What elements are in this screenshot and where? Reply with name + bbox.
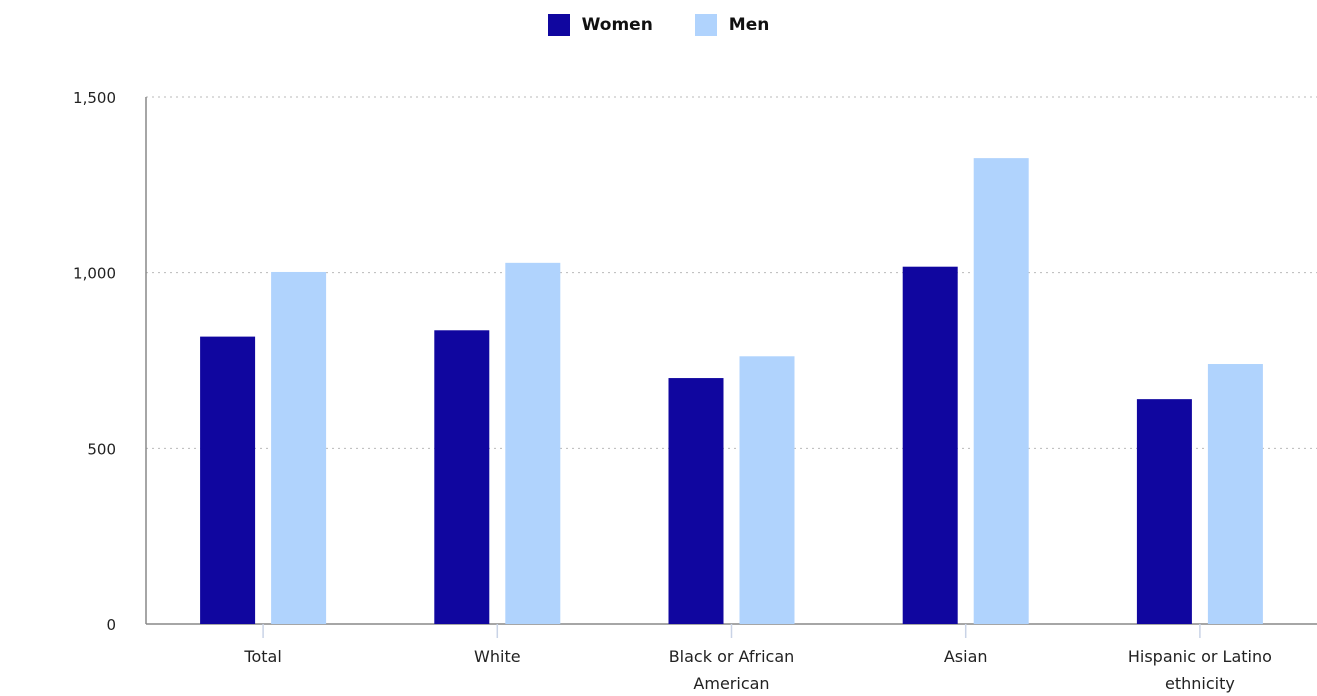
x-tick-label: Total (243, 647, 281, 666)
x-tick-label: White (474, 647, 521, 666)
legend-item-men[interactable]: Men (694, 14, 770, 36)
bar-men-1 (505, 262, 561, 624)
x-tick-label: Black or African (669, 647, 795, 666)
legend-swatch-men (694, 14, 717, 36)
legend-swatch-women (547, 14, 570, 36)
bar-men-4 (1207, 364, 1263, 624)
x-tick-label: Asian (944, 647, 988, 666)
bar-women-3 (902, 266, 958, 624)
bar-women-2 (668, 378, 724, 624)
legend-item-women[interactable]: Women (547, 14, 653, 36)
x-tick-label: American (693, 674, 769, 693)
y-tick-label: 1,000 (73, 265, 116, 283)
bar-men-2 (739, 356, 795, 624)
y-tick-label: 500 (87, 440, 116, 458)
bar-women-4 (1136, 399, 1192, 624)
x-tick-label: ethnicity (1165, 674, 1235, 693)
y-tick-label: 0 (106, 616, 116, 634)
chart-legend: Women Men (0, 12, 1317, 38)
legend-label-women: Women (581, 15, 653, 35)
legend-label-men: Men (728, 15, 770, 35)
bar-women-1 (434, 330, 490, 624)
bar-women-0 (200, 336, 256, 624)
y-tick-label: 1,500 (73, 89, 116, 107)
x-tick-label: Hispanic or Latino (1128, 647, 1272, 666)
bar-men-0 (271, 271, 327, 624)
bar-men-3 (973, 158, 1029, 624)
